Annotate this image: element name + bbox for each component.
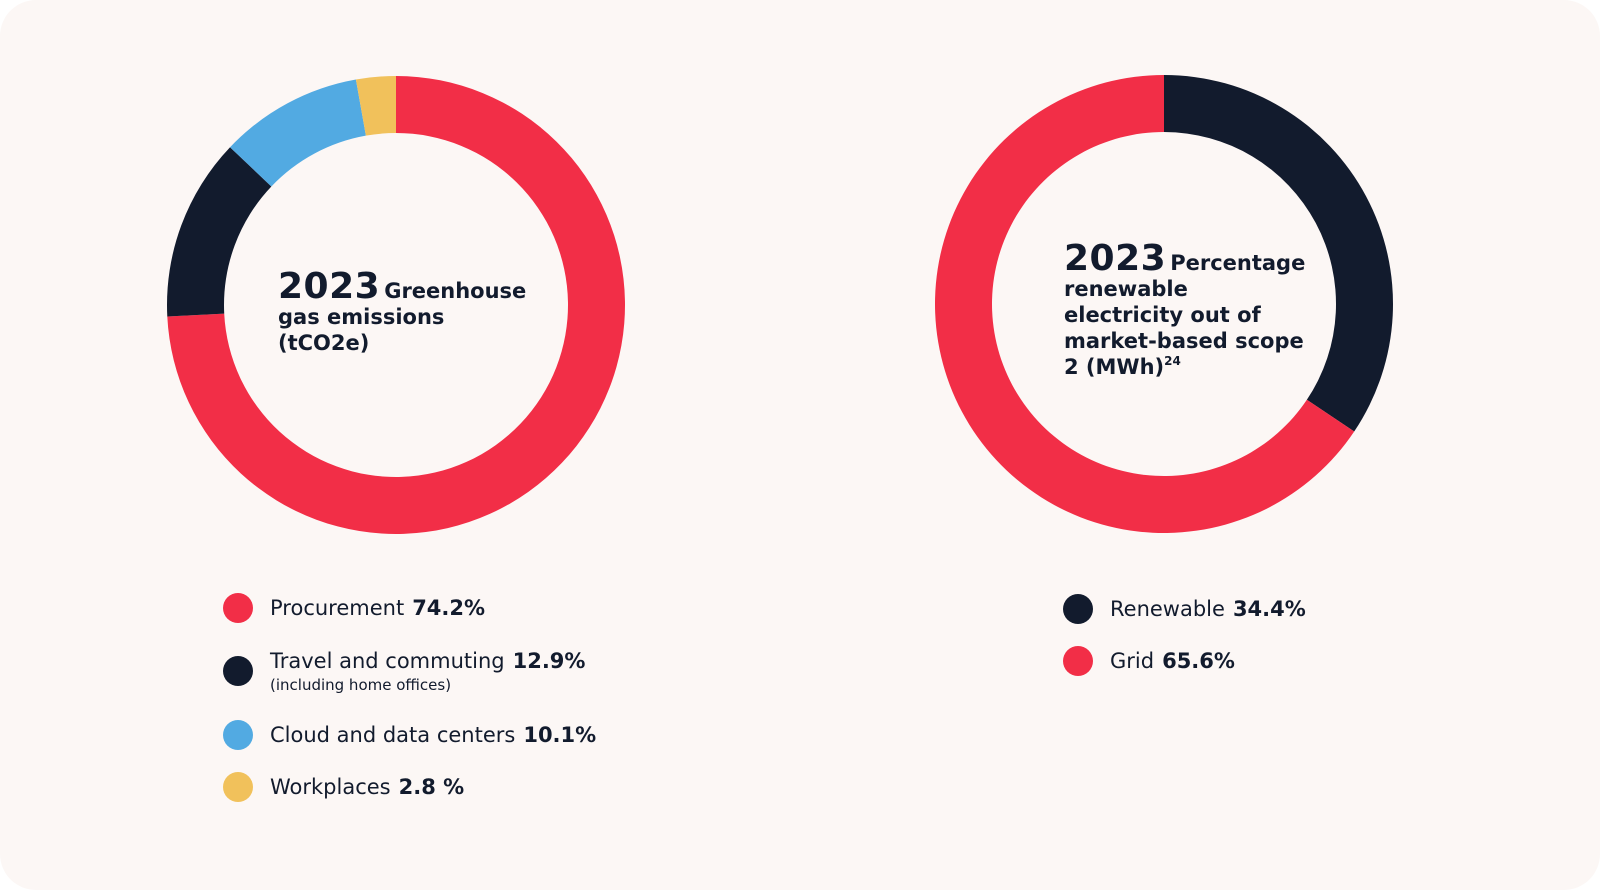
emissions-chart-title: 2023 Greenhouse gas emissions (tCO2e) <box>278 269 538 356</box>
legend-swatch <box>223 720 253 750</box>
donut-slice-cloud-and-data-centers <box>230 79 366 187</box>
electricity-chart-year: 2023 <box>1064 238 1167 279</box>
legend-value: 74.2% <box>412 596 486 620</box>
legend-swatch <box>223 593 253 623</box>
legend-swatch <box>1063 594 1093 624</box>
legend-swatch <box>223 772 253 802</box>
legend-sublabel: (including home offices) <box>270 676 452 694</box>
electricity-chart-footnote: 24 <box>1164 354 1181 368</box>
electricity-donut-chart <box>935 75 1393 533</box>
legend-swatch <box>223 656 253 686</box>
emissions-chart-year: 2023 <box>278 266 381 307</box>
legend-label: Cloud and data centers <box>270 723 516 747</box>
legend-value: 12.9% <box>512 649 586 673</box>
legend-swatch <box>1063 646 1093 676</box>
legend-value: 34.4% <box>1232 597 1306 621</box>
legend-label: Procurement <box>270 596 405 620</box>
legend-value: 10.1% <box>523 723 597 747</box>
legend-label: Workplaces <box>270 775 391 799</box>
emissions-donut-chart <box>167 76 625 534</box>
emissions-chart-title-text: Greenhouse gas emissions (tCO2e) <box>278 279 527 355</box>
donut-slice-travel-and-commuting <box>167 147 272 317</box>
legend-value: 65.6% <box>1162 649 1235 673</box>
donut-slice-renewable <box>1164 75 1393 432</box>
legend-label: Grid <box>1110 649 1155 673</box>
donut-slice-workplaces <box>355 76 396 136</box>
electricity-chart-title-text: Percentage renewable electricity out of … <box>1064 251 1306 379</box>
legend-label: Renewable <box>1110 597 1225 621</box>
legend-value: 2.8 % <box>398 775 465 799</box>
electricity-chart-title: 2023 Percentage renewable electricity out… <box>1064 241 1306 380</box>
legend-label: Travel and commuting <box>270 649 505 673</box>
